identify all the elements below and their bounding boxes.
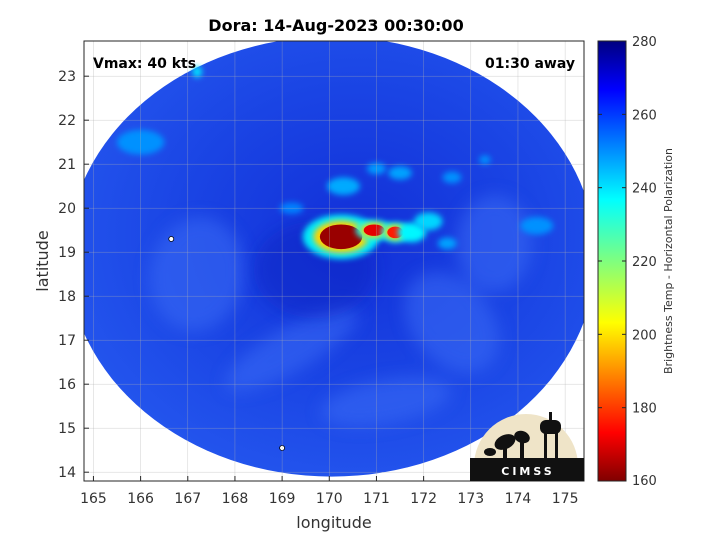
rain-band <box>149 217 245 332</box>
rain-band <box>456 195 533 292</box>
swath-layer <box>84 41 584 477</box>
x-tick-label: 171 <box>363 491 390 507</box>
y-tick-label: 23 <box>58 69 76 85</box>
y-tick-label: 21 <box>58 157 76 173</box>
y-axis-label: latitude <box>33 230 52 291</box>
convection-cell <box>388 166 412 180</box>
y-tick-label: 16 <box>58 377 76 393</box>
chart-title: Dora: 14-Aug-2023 00:30:00 <box>208 16 463 35</box>
rain-bands <box>149 195 533 427</box>
convection-cell <box>319 224 363 250</box>
colorbar-tick-label: 240 <box>632 182 657 197</box>
colorbar-tick-label: 180 <box>632 402 657 417</box>
convection-cell <box>520 217 554 235</box>
x-axis: 165 166 167 168 169 170 171 172 173 174 175 <box>80 476 578 507</box>
y-tick-label: 17 <box>58 333 76 349</box>
axes-frame <box>83 40 585 482</box>
grid-lines <box>84 41 584 481</box>
x-tick-label: 168 <box>222 491 249 507</box>
x-tick-label: 166 <box>127 491 154 507</box>
convection-cell <box>414 212 443 231</box>
x-tick-label: 174 <box>505 491 532 507</box>
rain-band <box>404 272 500 373</box>
island-marker <box>168 236 175 242</box>
x-tick-label: 165 <box>80 491 107 507</box>
x-tick-label: 175 <box>552 491 579 507</box>
colorbar-ticks: 160 180 200 220 240 260 280 <box>598 35 657 489</box>
x-tick-label: 170 <box>316 491 343 507</box>
convection-cell <box>442 171 462 184</box>
colorbar <box>597 40 627 482</box>
cimss-logo: CIMSS <box>470 412 584 481</box>
x-tick-label: 172 <box>410 491 437 507</box>
x-tick-label: 167 <box>174 491 201 507</box>
colorbar-tick-label: 280 <box>632 35 657 50</box>
colorbar-tick-label: 160 <box>632 474 657 489</box>
colorbar-label: Brightness Temp - Horizontal Polarizatio… <box>662 148 675 374</box>
logo-text: CIMSS <box>501 465 554 478</box>
colorbar-tick-label: 220 <box>632 255 657 270</box>
rain-band <box>225 306 358 392</box>
vmax-annotation: Vmax: 40 kts <box>93 56 196 72</box>
x-tick-label: 169 <box>269 491 296 507</box>
y-tick-label: 14 <box>58 465 76 481</box>
y-tick-label: 22 <box>58 113 76 129</box>
x-axis-label: longitude <box>296 513 371 532</box>
time-away-annotation: 01:30 away <box>485 56 575 72</box>
y-tick-label: 18 <box>58 289 76 305</box>
convection-cell <box>326 177 360 195</box>
colorbar-tick-label: 260 <box>632 108 657 123</box>
rain-band <box>320 377 452 427</box>
convection-cell <box>479 155 491 165</box>
convection-cell <box>363 224 385 236</box>
convection-cell <box>437 237 457 250</box>
y-tick-label: 20 <box>58 201 76 217</box>
convection-cell <box>192 66 202 78</box>
x-tick-label: 173 <box>457 491 484 507</box>
colorbar-tick-label: 200 <box>632 328 657 343</box>
y-tick-label: 19 <box>58 245 76 261</box>
y-axis: 14 15 16 17 18 19 20 21 22 23 <box>58 69 89 481</box>
y-tick-label: 15 <box>58 421 76 437</box>
